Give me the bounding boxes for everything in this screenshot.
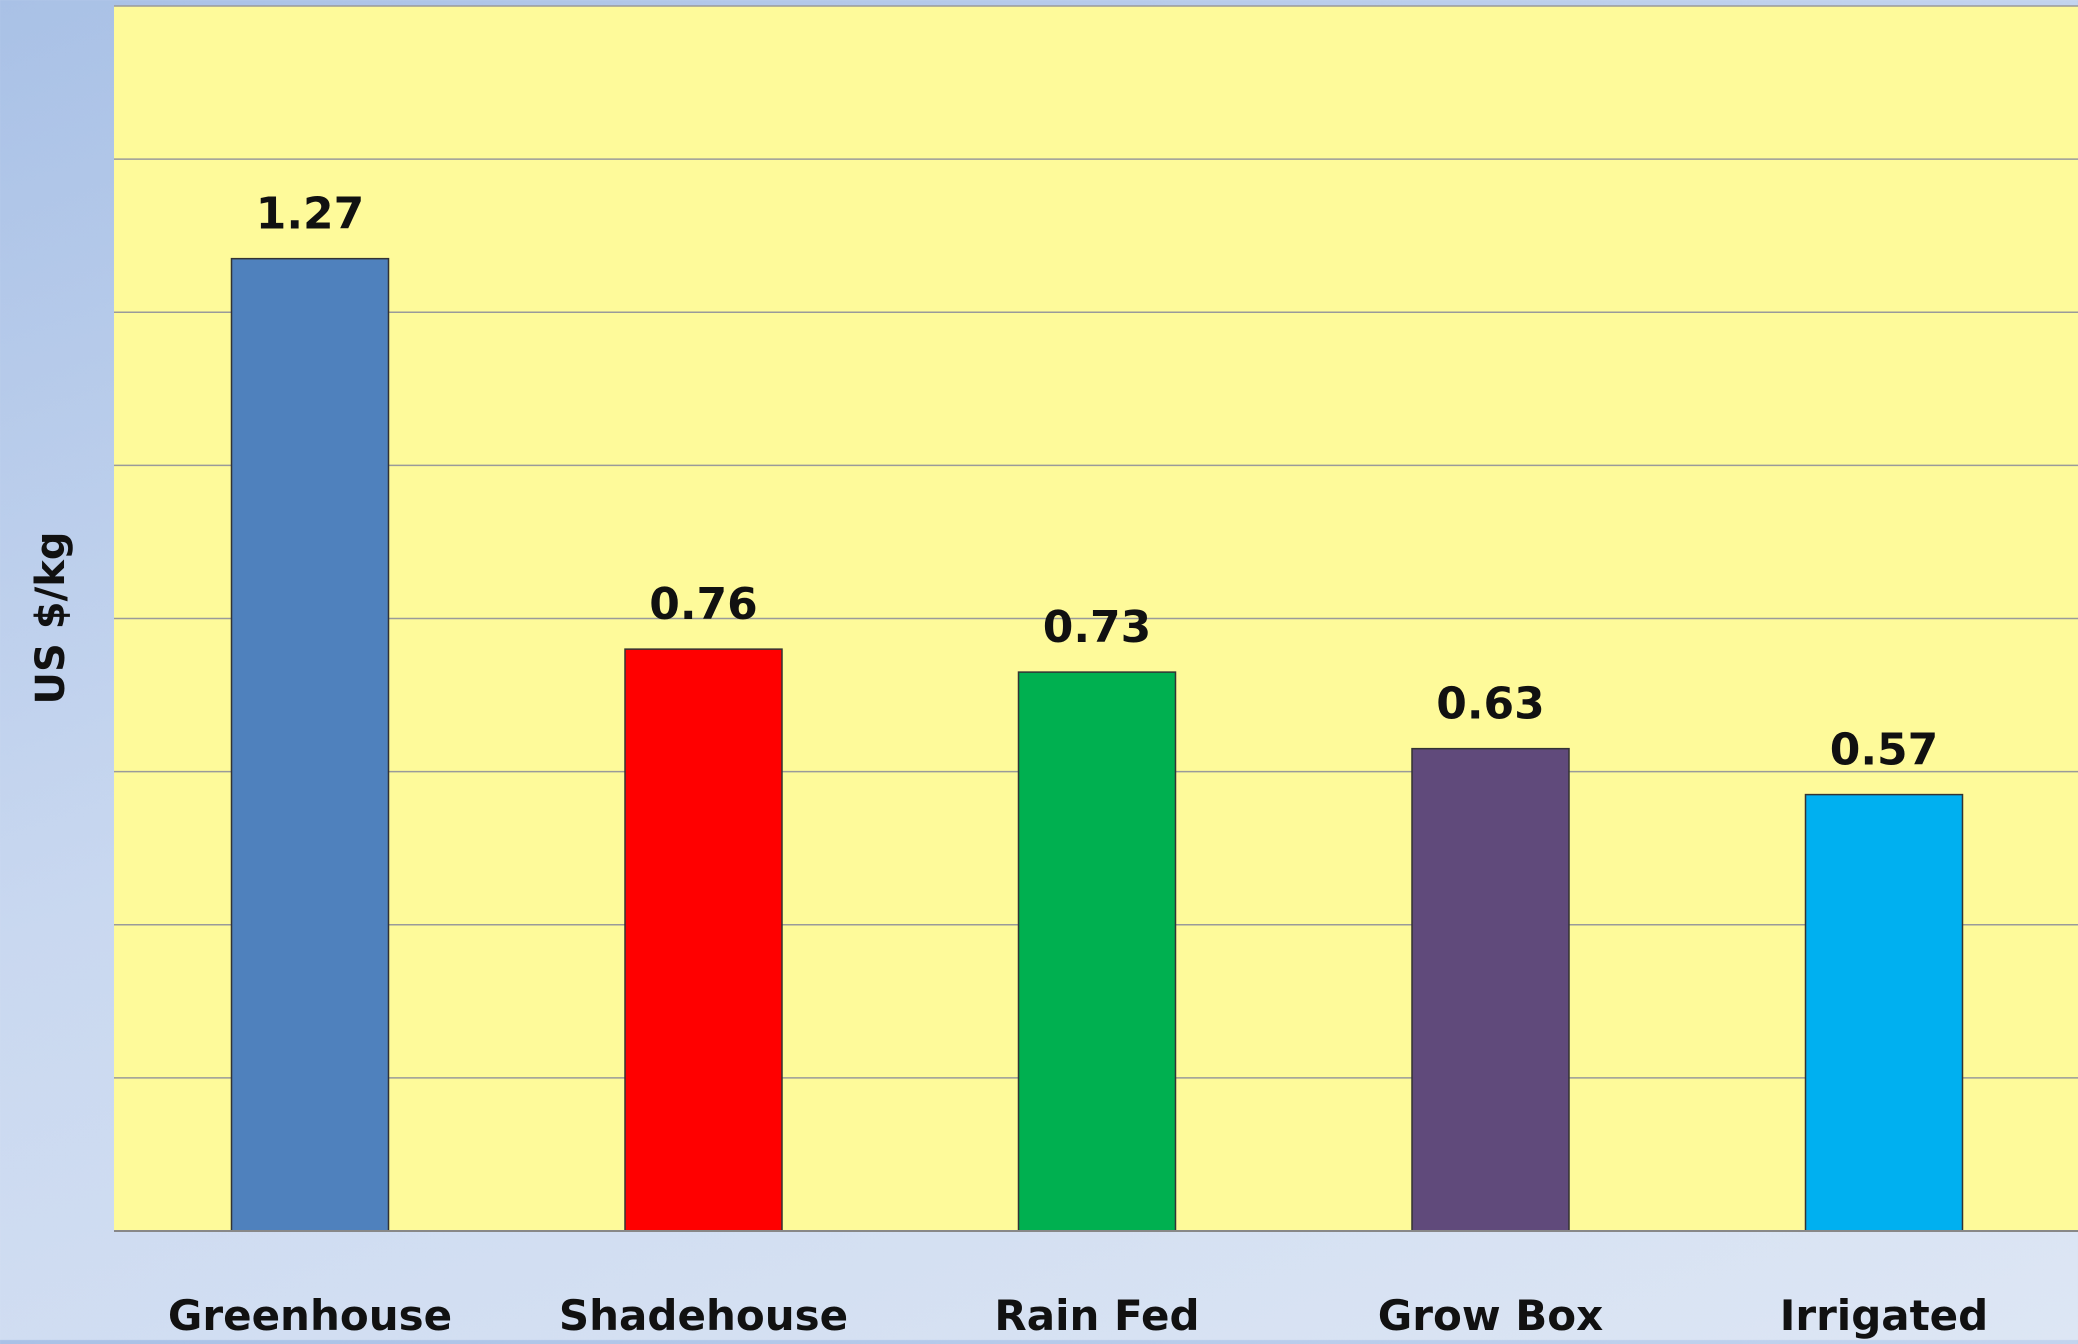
x-tick-labels: Greenhouse Shadehouse Rain Fed Grow Box Irri… (168, 1291, 1988, 1340)
x-tick-label: Rain Fed (994, 1291, 1199, 1340)
x-tick-label: Shadehouse (559, 1291, 848, 1340)
data-label: 0.57 (1830, 725, 1939, 776)
bar-irrigated (1804, 793, 1964, 1232)
bar-greenhouse (230, 257, 390, 1232)
data-label: 0.76 (649, 579, 758, 630)
bar-shadehouse (624, 648, 783, 1232)
y-axis-label: US $/kg (28, 532, 74, 705)
bar-rain-fed (1017, 671, 1177, 1232)
bar-grow-box (1411, 747, 1570, 1232)
data-label: 0.63 (1436, 679, 1545, 730)
x-tick-label: Greenhouse (168, 1291, 452, 1340)
data-label: 0.73 (1043, 602, 1152, 653)
x-tick-label: Irrigated (1780, 1291, 1988, 1340)
bars (230, 257, 1964, 1232)
x-tick-label: Grow Box (1378, 1291, 1603, 1340)
data-label: 1.27 (256, 189, 365, 240)
data-labels: 1.27 0.76 0.73 0.63 0.57 (256, 189, 1939, 776)
